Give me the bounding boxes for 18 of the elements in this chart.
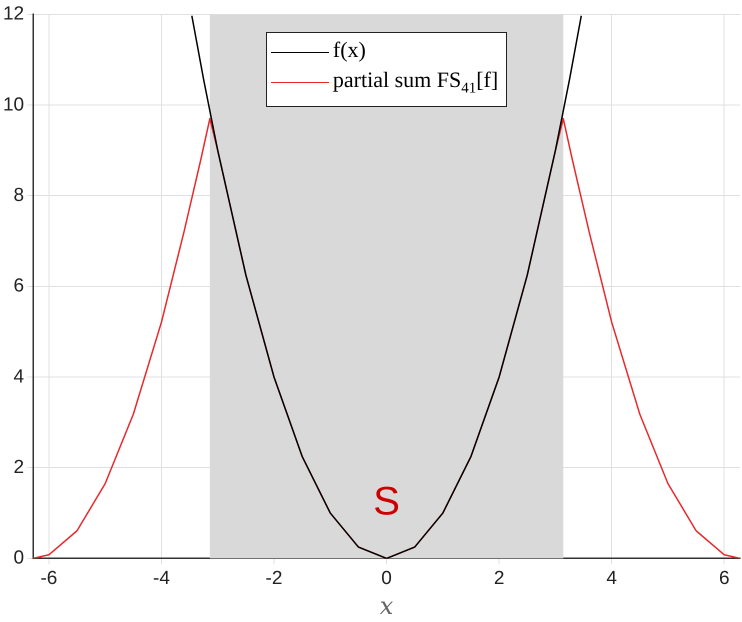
y-tick-label: 10 — [2, 94, 24, 116]
x-tick-label: -6 — [40, 568, 58, 590]
x-axis-title: x — [380, 592, 394, 620]
y-tick-label: 8 — [14, 184, 24, 206]
annotation: S — [373, 479, 400, 524]
x-tick-label: -4 — [152, 568, 170, 590]
x-tick-label: -2 — [266, 568, 282, 590]
legend-label: f(x) — [332, 37, 366, 62]
y-tick-label: 4 — [14, 366, 25, 388]
x-tick-label: 4 — [606, 568, 618, 590]
x-tick-label: 0 — [381, 568, 392, 590]
x-tick-label: 6 — [718, 568, 730, 590]
y-tick-label: 6 — [14, 276, 24, 297]
x-tick-label: 2 — [494, 568, 504, 590]
y-tick-label: 12 — [2, 4, 24, 25]
legend-label: partial sum FS$_{41}$[f] — [332, 67, 498, 97]
y-tick-label: 2 — [14, 456, 24, 478]
y-tick-label: 0 — [14, 548, 24, 569]
